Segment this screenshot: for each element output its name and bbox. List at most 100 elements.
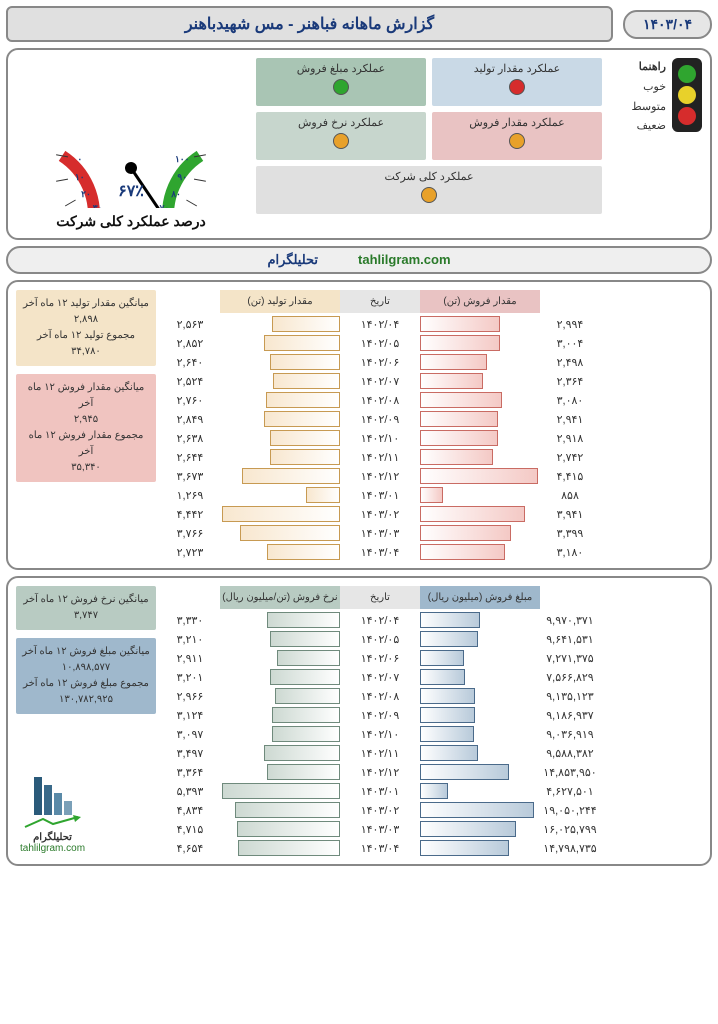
value-left: ۲,۶۴۴ (160, 451, 220, 464)
date-cell: ۱۴۰۲/۰۵ (340, 337, 420, 350)
value-right: ۸۵۸ (540, 489, 600, 502)
logo-brand: تحلیلگرام (20, 832, 85, 843)
bar-left (220, 487, 340, 503)
bar-right (420, 688, 540, 704)
value-left: ۱,۲۶۹ (160, 489, 220, 502)
date-cell: ۱۴۰۲/۰۵ (340, 633, 420, 646)
bar-left (220, 468, 340, 484)
value-right: ۹,۹۷۰,۳۷۱ (540, 614, 600, 627)
bar-right (420, 487, 540, 503)
date-cell: ۱۴۰۳/۰۳ (340, 823, 420, 836)
legend-good: خوب (631, 78, 666, 98)
date-cell: ۱۴۰۲/۱۲ (340, 766, 420, 779)
value-right: ۹,۱۳۵,۱۲۳ (540, 690, 600, 703)
svg-text:۶۷٪: ۶۷٪ (118, 183, 144, 200)
bar-left (220, 430, 340, 446)
value-right: ۹,۶۴۱,۵۳۱ (540, 633, 600, 646)
value-right: ۲,۷۴۲ (540, 451, 600, 464)
value-left: ۲,۷۲۳ (160, 546, 220, 559)
date-cell: ۱۴۰۲/۱۱ (340, 747, 420, 760)
value-right: ۲,۹۹۴ (540, 318, 600, 331)
site-brand: تحلیلگرام (267, 252, 318, 268)
bar-right (420, 783, 540, 799)
date-cell: ۱۴۰۲/۰۴ (340, 318, 420, 331)
section-rate-amount: نرخ فروش (تن/میلیون ریال)تاریخمبلغ فروش … (6, 576, 712, 866)
value-left: ۳,۳۶۴ (160, 766, 220, 779)
bar-right (420, 525, 540, 541)
stat-box: میانگین مقدار فروش ۱۲ ماه آخر۲,۹۴۵مجموع … (16, 374, 156, 482)
bar-left (220, 669, 340, 685)
bar-right (420, 468, 540, 484)
date-cell: ۱۴۰۲/۰۶ (340, 356, 420, 369)
bar-left (220, 544, 340, 560)
value-left: ۳,۷۶۶ (160, 527, 220, 540)
value-left: ۲,۵۶۳ (160, 318, 220, 331)
column-header: نرخ فروش (تن/میلیون ریال) (220, 586, 340, 609)
column-header: مبلغ فروش (میلیون ریال) (420, 586, 540, 609)
value-right: ۹,۱۸۶,۹۳۷ (540, 709, 600, 722)
date-cell: ۱۴۰۲/۰۴ (340, 614, 420, 627)
column-header (160, 296, 220, 308)
value-right: ۱۶,۰۲۵,۷۹۹ (540, 823, 600, 836)
bar-left (220, 411, 340, 427)
value-left: ۳,۴۹۷ (160, 747, 220, 760)
value-right: ۱۹,۰۵۰,۲۴۴ (540, 804, 600, 817)
svg-text:۱۰۰: ۱۰۰ (175, 154, 190, 164)
value-left: ۳,۲۱۰ (160, 633, 220, 646)
legend-mid: متوسط (631, 98, 666, 118)
bar-left (220, 745, 340, 761)
date-cell: ۱۴۰۳/۰۱ (340, 489, 420, 502)
legend-guide-label: راهنما (631, 58, 666, 78)
traffic-legend: راهنما خوب متوسط ضعیف (612, 58, 702, 230)
bar-left (220, 726, 340, 742)
date-cell: ۱۴۰۲/۱۲ (340, 470, 420, 483)
bar-right (420, 506, 540, 522)
svg-text:۹۰: ۹۰ (177, 172, 187, 182)
date-cell: ۱۴۰۳/۰۴ (340, 842, 420, 855)
bar-left (220, 449, 340, 465)
date-cell: ۱۴۰۲/۰۸ (340, 690, 420, 703)
bar-right (420, 764, 540, 780)
value-left: ۲,۹۱۱ (160, 652, 220, 665)
bar-right (420, 631, 540, 647)
svg-text:۱۰: ۱۰ (75, 172, 85, 182)
value-left: ۲,۵۲۴ (160, 375, 220, 388)
bar-left (220, 688, 340, 704)
date-cell: ۱۴۰۲/۰۹ (340, 413, 420, 426)
gauge-icon: ۰۱۰۲۰۳۰۴۰۵۰۶۰۷۰۸۰۹۰۱۰۰۶۷٪ (31, 58, 231, 208)
bar-left (220, 354, 340, 370)
legend-cell: عملکرد مقدار فروش (432, 112, 602, 160)
legend-cell: عملکرد مقدار تولید (432, 58, 602, 106)
bar-left (220, 650, 340, 666)
value-right: ۱۴,۸۵۳,۹۵۰ (540, 766, 600, 779)
legend-cell: عملکرد کلی شرکت (256, 166, 602, 214)
date-cell: ۱۴۰۲/۰۹ (340, 709, 420, 722)
bar-right (420, 669, 540, 685)
column-header (160, 592, 220, 604)
report-date: ۱۴۰۳/۰۴ (623, 10, 712, 39)
bar-left (220, 764, 340, 780)
value-left: ۲,۸۵۲ (160, 337, 220, 350)
date-cell: ۱۴۰۳/۰۲ (340, 508, 420, 521)
bar-right (420, 802, 540, 818)
legend-cell: عملکرد مبلغ فروش (256, 58, 426, 106)
value-left: ۳,۲۰۱ (160, 671, 220, 684)
bar-left (220, 612, 340, 628)
date-cell: ۱۴۰۲/۰۷ (340, 375, 420, 388)
bar-left (220, 631, 340, 647)
legend-weak: ضعیف (631, 117, 666, 137)
bar-left (220, 373, 340, 389)
value-right: ۲,۹۴۱ (540, 413, 600, 426)
site-bar: tahlilgram.com تحلیلگرام (6, 246, 712, 274)
value-right: ۴,۶۲۷,۵۰۱ (540, 785, 600, 798)
value-right: ۳,۱۸۰ (540, 546, 600, 559)
bar-left (220, 335, 340, 351)
bar-left (220, 392, 340, 408)
bar-right (420, 840, 540, 856)
svg-text:۳۰: ۳۰ (93, 203, 103, 208)
date-cell: ۱۴۰۲/۰۸ (340, 394, 420, 407)
date-cell: ۱۴۰۲/۰۷ (340, 671, 420, 684)
svg-text:۷۰: ۷۰ (159, 203, 170, 208)
bar-left (220, 707, 340, 723)
legend-cell: عملکرد نرخ فروش (256, 112, 426, 160)
